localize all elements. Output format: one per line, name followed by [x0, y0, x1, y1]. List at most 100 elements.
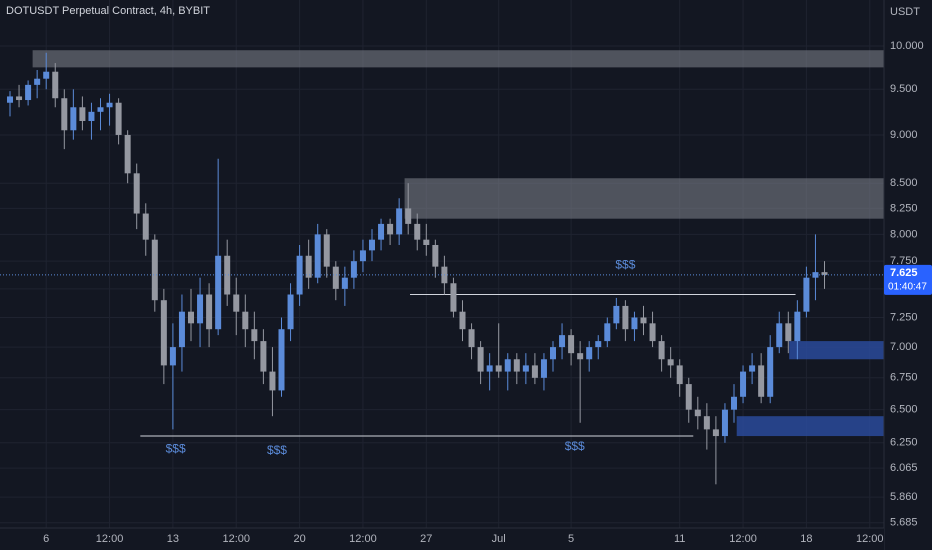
x-tick-label: 18 — [800, 533, 812, 545]
y-tick-label: 7.250 — [890, 311, 918, 323]
candle-body — [667, 359, 674, 366]
candle-body — [133, 173, 140, 214]
candle-body — [622, 305, 629, 330]
candle-body — [504, 359, 511, 372]
candle-body — [658, 341, 665, 360]
candle-body — [432, 245, 439, 267]
candle-body — [197, 294, 204, 324]
candle-body — [776, 323, 783, 348]
candle-body — [287, 294, 294, 330]
candle-body — [25, 84, 32, 101]
currency-label: USDT — [890, 6, 920, 18]
x-tick-label: 12:00 — [222, 533, 250, 545]
candle-body — [577, 353, 584, 360]
candle-body — [486, 365, 493, 372]
candle-body — [559, 335, 566, 348]
zone — [404, 178, 884, 219]
candle-body — [369, 239, 375, 251]
candle-body — [459, 311, 466, 330]
candle-body — [260, 341, 267, 372]
x-tick-label: 12:00 — [856, 533, 884, 545]
candle-body — [586, 347, 593, 360]
candle-body — [758, 365, 765, 397]
candle-body — [540, 359, 547, 378]
candle-body — [712, 429, 719, 437]
candle-body — [16, 96, 23, 101]
y-tick-label: 8.000 — [890, 228, 918, 240]
candle-body — [251, 329, 258, 342]
candle-body — [513, 359, 520, 372]
candle-body — [79, 107, 86, 121]
time-axis — [0, 528, 884, 550]
candle-body — [414, 223, 421, 240]
candle-body — [794, 311, 801, 342]
x-tick-label: 13 — [167, 533, 179, 545]
candle-body — [495, 365, 502, 372]
candle-body — [278, 329, 285, 391]
candle-body — [359, 250, 366, 262]
candle-body — [405, 208, 412, 224]
candle-body — [423, 239, 430, 246]
annotation: $$$ — [615, 258, 635, 272]
candle-body — [531, 365, 538, 378]
annotation: $$$ — [166, 442, 186, 456]
candle-body — [106, 102, 113, 108]
candle-body — [613, 305, 620, 324]
x-tick-label: 12:00 — [729, 533, 757, 545]
candle-body — [332, 266, 339, 289]
candle-body — [477, 347, 484, 372]
candle-body — [821, 272, 828, 275]
candle-body — [323, 234, 330, 267]
candle-body — [694, 409, 701, 417]
candle-body — [314, 234, 321, 278]
zone — [32, 50, 884, 68]
y-tick-label: 6.065 — [890, 462, 918, 474]
x-tick-label: 11 — [674, 533, 685, 545]
candle-body — [522, 365, 529, 372]
candle-body — [115, 102, 122, 135]
y-tick-label: 6.750 — [890, 372, 918, 384]
candle-body — [568, 335, 575, 354]
x-tick-label: 20 — [293, 533, 305, 545]
candle-body — [169, 347, 176, 366]
candle-body — [7, 96, 13, 103]
candle-body — [52, 71, 59, 99]
x-tick-label: 27 — [420, 533, 432, 545]
candle-body — [142, 213, 149, 240]
candle-body — [550, 347, 556, 360]
candle-body — [215, 255, 222, 330]
y-tick-label: 8.500 — [890, 177, 918, 189]
y-tick-label: 7.000 — [890, 341, 918, 353]
y-tick-label: 6.250 — [890, 437, 918, 449]
candle-body — [685, 384, 692, 410]
candle-body — [396, 208, 403, 235]
y-tick-label: 10.000 — [890, 40, 924, 52]
candle-body — [224, 255, 231, 295]
y-tick-label: 5.685 — [890, 517, 918, 529]
candle-body — [631, 317, 638, 330]
candle-body — [721, 409, 728, 437]
candle-body — [387, 223, 394, 235]
annotation: $$$ — [565, 439, 585, 453]
candle-body — [61, 98, 68, 131]
candle-body — [269, 371, 276, 391]
candle-body — [206, 294, 213, 330]
chart-title: DOTUSDT Perpetual Contract, 4h, BYBIT — [6, 5, 210, 17]
y-tick-label: 9.000 — [890, 129, 918, 141]
last-price-label: 7.625 — [890, 267, 918, 279]
zone — [789, 341, 884, 360]
candle-body — [812, 272, 819, 278]
candle-body — [450, 283, 457, 312]
candle-body — [604, 323, 611, 342]
y-tick-label: 6.500 — [890, 404, 918, 416]
candle-body — [188, 311, 194, 324]
candle-body — [34, 78, 41, 85]
countdown-label: 01:40:47 — [888, 282, 927, 293]
candle-body — [676, 365, 683, 385]
y-tick-label: 9.500 — [890, 83, 918, 95]
candle-body — [803, 277, 810, 312]
candle-body — [178, 311, 185, 348]
y-tick-label: 7.750 — [890, 255, 918, 267]
candle-body — [70, 107, 77, 131]
annotation: $$$ — [267, 443, 287, 457]
